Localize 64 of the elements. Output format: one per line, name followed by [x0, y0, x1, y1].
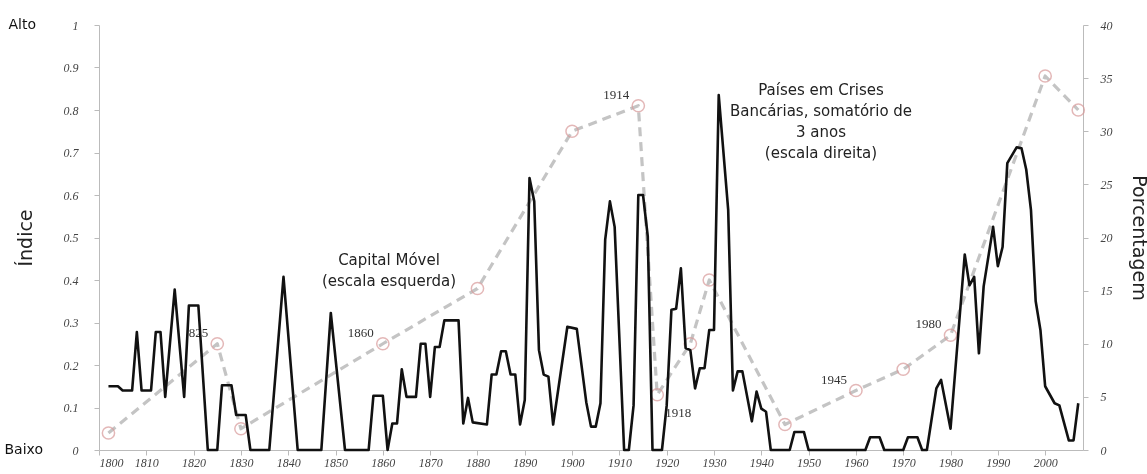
point	[565, 124, 579, 139]
x-tick-label: 2000	[1033, 455, 1058, 470]
x-tick-label: 1910	[607, 455, 632, 470]
point	[943, 328, 958, 343]
x-tick-label: 1990	[986, 455, 1011, 470]
point	[375, 336, 390, 351]
x-tick-label: 1970	[891, 455, 916, 470]
x-tick-label: 1870	[418, 455, 443, 470]
y2-tick-label: 25	[1100, 177, 1113, 192]
y-tick-label: 1	[72, 18, 79, 33]
text: Baixo	[4, 441, 43, 457]
annotation: 1980	[915, 316, 942, 332]
annotation: 1860	[347, 324, 374, 340]
y2-tick-label: 15	[1100, 284, 1113, 299]
y-tick-label: 0.4	[63, 273, 79, 288]
x-tick-label: 1860	[371, 455, 396, 470]
x-tick-label: 1810	[134, 455, 159, 470]
x-tick-label: 1800	[99, 455, 124, 470]
text: Alto	[8, 16, 36, 32]
x-tick-label: 1840	[276, 455, 301, 470]
x-tick-label: 1980	[939, 455, 964, 470]
y-tick-label: 0.8	[63, 103, 79, 118]
x-tick-label: 1940	[749, 455, 774, 470]
x-tick-label: 1820	[182, 455, 207, 470]
x-tick-label: 1900	[560, 455, 585, 470]
x-tick-label: 1880	[465, 455, 490, 470]
x-tick-label: 1960	[844, 455, 869, 470]
y2-tick-label: 5	[1100, 390, 1107, 405]
point	[1038, 69, 1053, 83]
y-tick-label: 0.6	[63, 188, 79, 203]
point	[470, 281, 485, 296]
x-tick-label: 1920	[655, 455, 680, 470]
y-tick-label: 0.1	[63, 401, 79, 415]
y-tick-label: 0.2	[63, 358, 79, 373]
point	[210, 336, 225, 351]
x-tick-label: 1830	[229, 455, 254, 470]
y2-tick-label: 35	[1099, 71, 1113, 86]
point	[631, 98, 646, 113]
point	[896, 362, 911, 377]
series-label: Países em Crises Bancárias, somatório de 3 anos (escala direita)	[729, 81, 913, 162]
annotation: 1914	[603, 86, 630, 102]
point	[778, 417, 792, 432]
y2-tick-label: 20	[1100, 231, 1113, 245]
point	[101, 426, 116, 440]
y2-tick-label: 0	[1100, 443, 1107, 458]
y-tick-label: 0	[72, 443, 79, 458]
y2-tick-label: 10	[1100, 337, 1113, 352]
y-tick-label: 0.5	[63, 231, 79, 245]
y-tick-label: 0.3	[63, 316, 79, 330]
x-tick-label: 1850	[324, 455, 349, 470]
series-label: Capital Móvel (escala esquerda)	[321, 251, 457, 290]
y-tick-label: 0.7	[63, 146, 80, 160]
y-axis-title: Índice	[13, 209, 36, 267]
x-tick-label: 1930	[702, 455, 727, 470]
x-tick-label: 1890	[513, 455, 538, 470]
y2-tick-label: 40	[1100, 18, 1113, 33]
x-tick-label: 1950	[797, 455, 822, 470]
annotation: 1945	[820, 371, 847, 387]
point	[849, 383, 863, 398]
y2-tick-label: 30	[1099, 124, 1113, 139]
point	[1071, 103, 1086, 117]
y-tick-label: 0.9	[63, 61, 79, 75]
point	[650, 387, 665, 402]
y2-axis-title: Porcentagem	[1128, 175, 1147, 301]
